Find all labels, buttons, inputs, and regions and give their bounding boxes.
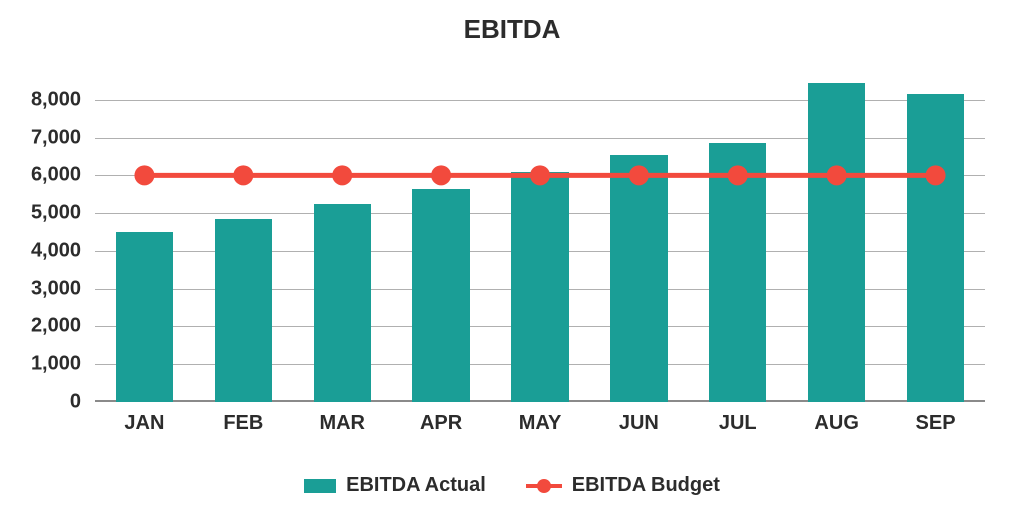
legend-label: EBITDA Budget [572, 474, 720, 497]
y-tick-label: 0 [0, 391, 81, 414]
x-tick-label: AUG [814, 412, 858, 435]
chart-title: EBITDA [0, 14, 1024, 45]
legend-swatch-line [526, 479, 562, 493]
x-tick-label: APR [420, 412, 462, 435]
budget-marker [629, 165, 649, 185]
budget-marker [431, 165, 451, 185]
budget-marker [926, 165, 946, 185]
x-tick-label: JUN [619, 412, 659, 435]
x-tick-label: MAY [519, 412, 562, 435]
y-tick-label: 2,000 [0, 315, 81, 338]
budget-marker [233, 165, 253, 185]
x-tick-label: FEB [223, 412, 263, 435]
budget-line-series [95, 62, 985, 402]
budget-marker [134, 165, 154, 185]
y-tick-label: 8,000 [0, 88, 81, 111]
y-tick-label: 5,000 [0, 202, 81, 225]
x-tick-label: MAR [319, 412, 365, 435]
y-tick-label: 6,000 [0, 164, 81, 187]
budget-marker [530, 165, 550, 185]
y-tick-label: 3,000 [0, 277, 81, 300]
legend-swatch-bar [304, 479, 336, 493]
legend-item-budget: EBITDA Budget [526, 474, 720, 497]
legend-label: EBITDA Actual [346, 474, 486, 497]
legend: EBITDA Actual EBITDA Budget [0, 474, 1024, 497]
x-tick-label: SEP [916, 412, 956, 435]
plot-area [95, 62, 985, 402]
y-tick-label: 1,000 [0, 353, 81, 376]
budget-marker [728, 165, 748, 185]
x-tick-label: JAN [124, 412, 164, 435]
y-tick-label: 4,000 [0, 239, 81, 262]
x-tick-label: JUL [719, 412, 757, 435]
budget-marker [827, 165, 847, 185]
budget-marker [332, 165, 352, 185]
y-tick-label: 7,000 [0, 126, 81, 149]
ebitda-chart: EBITDA EBITDA Actual EBITDA Budget 0 1,000… [0, 0, 1024, 515]
legend-item-actual: EBITDA Actual [304, 474, 486, 497]
